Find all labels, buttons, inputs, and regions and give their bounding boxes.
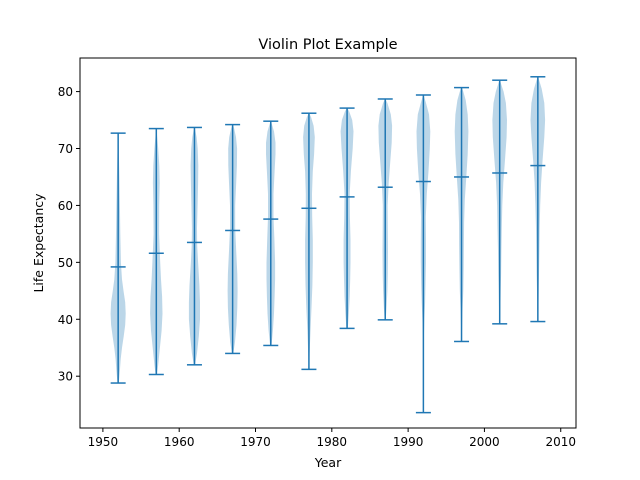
- violin-1977: [301, 112, 317, 371]
- y-tick-label: 70: [58, 142, 73, 156]
- y-tick-label: 80: [58, 85, 73, 99]
- y-axis-label: Life Expectancy: [31, 193, 46, 293]
- violin-1982: [339, 107, 355, 330]
- y-axis: 30 40 50 60 70 80: [58, 85, 80, 384]
- y-tick-label: 60: [58, 199, 73, 213]
- x-tick-label: 1990: [393, 435, 424, 449]
- x-tick-label: 2000: [469, 435, 500, 449]
- violin-1997: [454, 86, 470, 343]
- violins-layer: [110, 76, 546, 414]
- x-tick-label: 1980: [317, 435, 348, 449]
- x-tick-label: 1960: [164, 435, 195, 449]
- violin-1987: [377, 98, 393, 321]
- violin-1952: [110, 132, 126, 384]
- violin-1967: [225, 123, 241, 355]
- plot-frame: [79, 57, 577, 429]
- x-axis-label: Year: [314, 455, 342, 470]
- x-tick-label: 2010: [545, 435, 576, 449]
- violin-1972: [263, 120, 279, 347]
- violin-1957: [148, 127, 164, 376]
- violin-1992: [415, 94, 431, 414]
- violin-2007: [530, 76, 546, 323]
- y-tick-label: 30: [58, 370, 73, 384]
- x-axis: 1950 1960 1970 1980 1990 2000 2010: [88, 428, 576, 449]
- y-tick-label: 50: [58, 256, 73, 270]
- y-tick-label: 40: [58, 313, 73, 327]
- x-tick-label: 1970: [240, 435, 271, 449]
- x-tick-label: 1950: [88, 435, 119, 449]
- violin-2002: [492, 79, 508, 325]
- violin-1962: [186, 126, 202, 366]
- chart-title: Violin Plot Example: [258, 37, 397, 53]
